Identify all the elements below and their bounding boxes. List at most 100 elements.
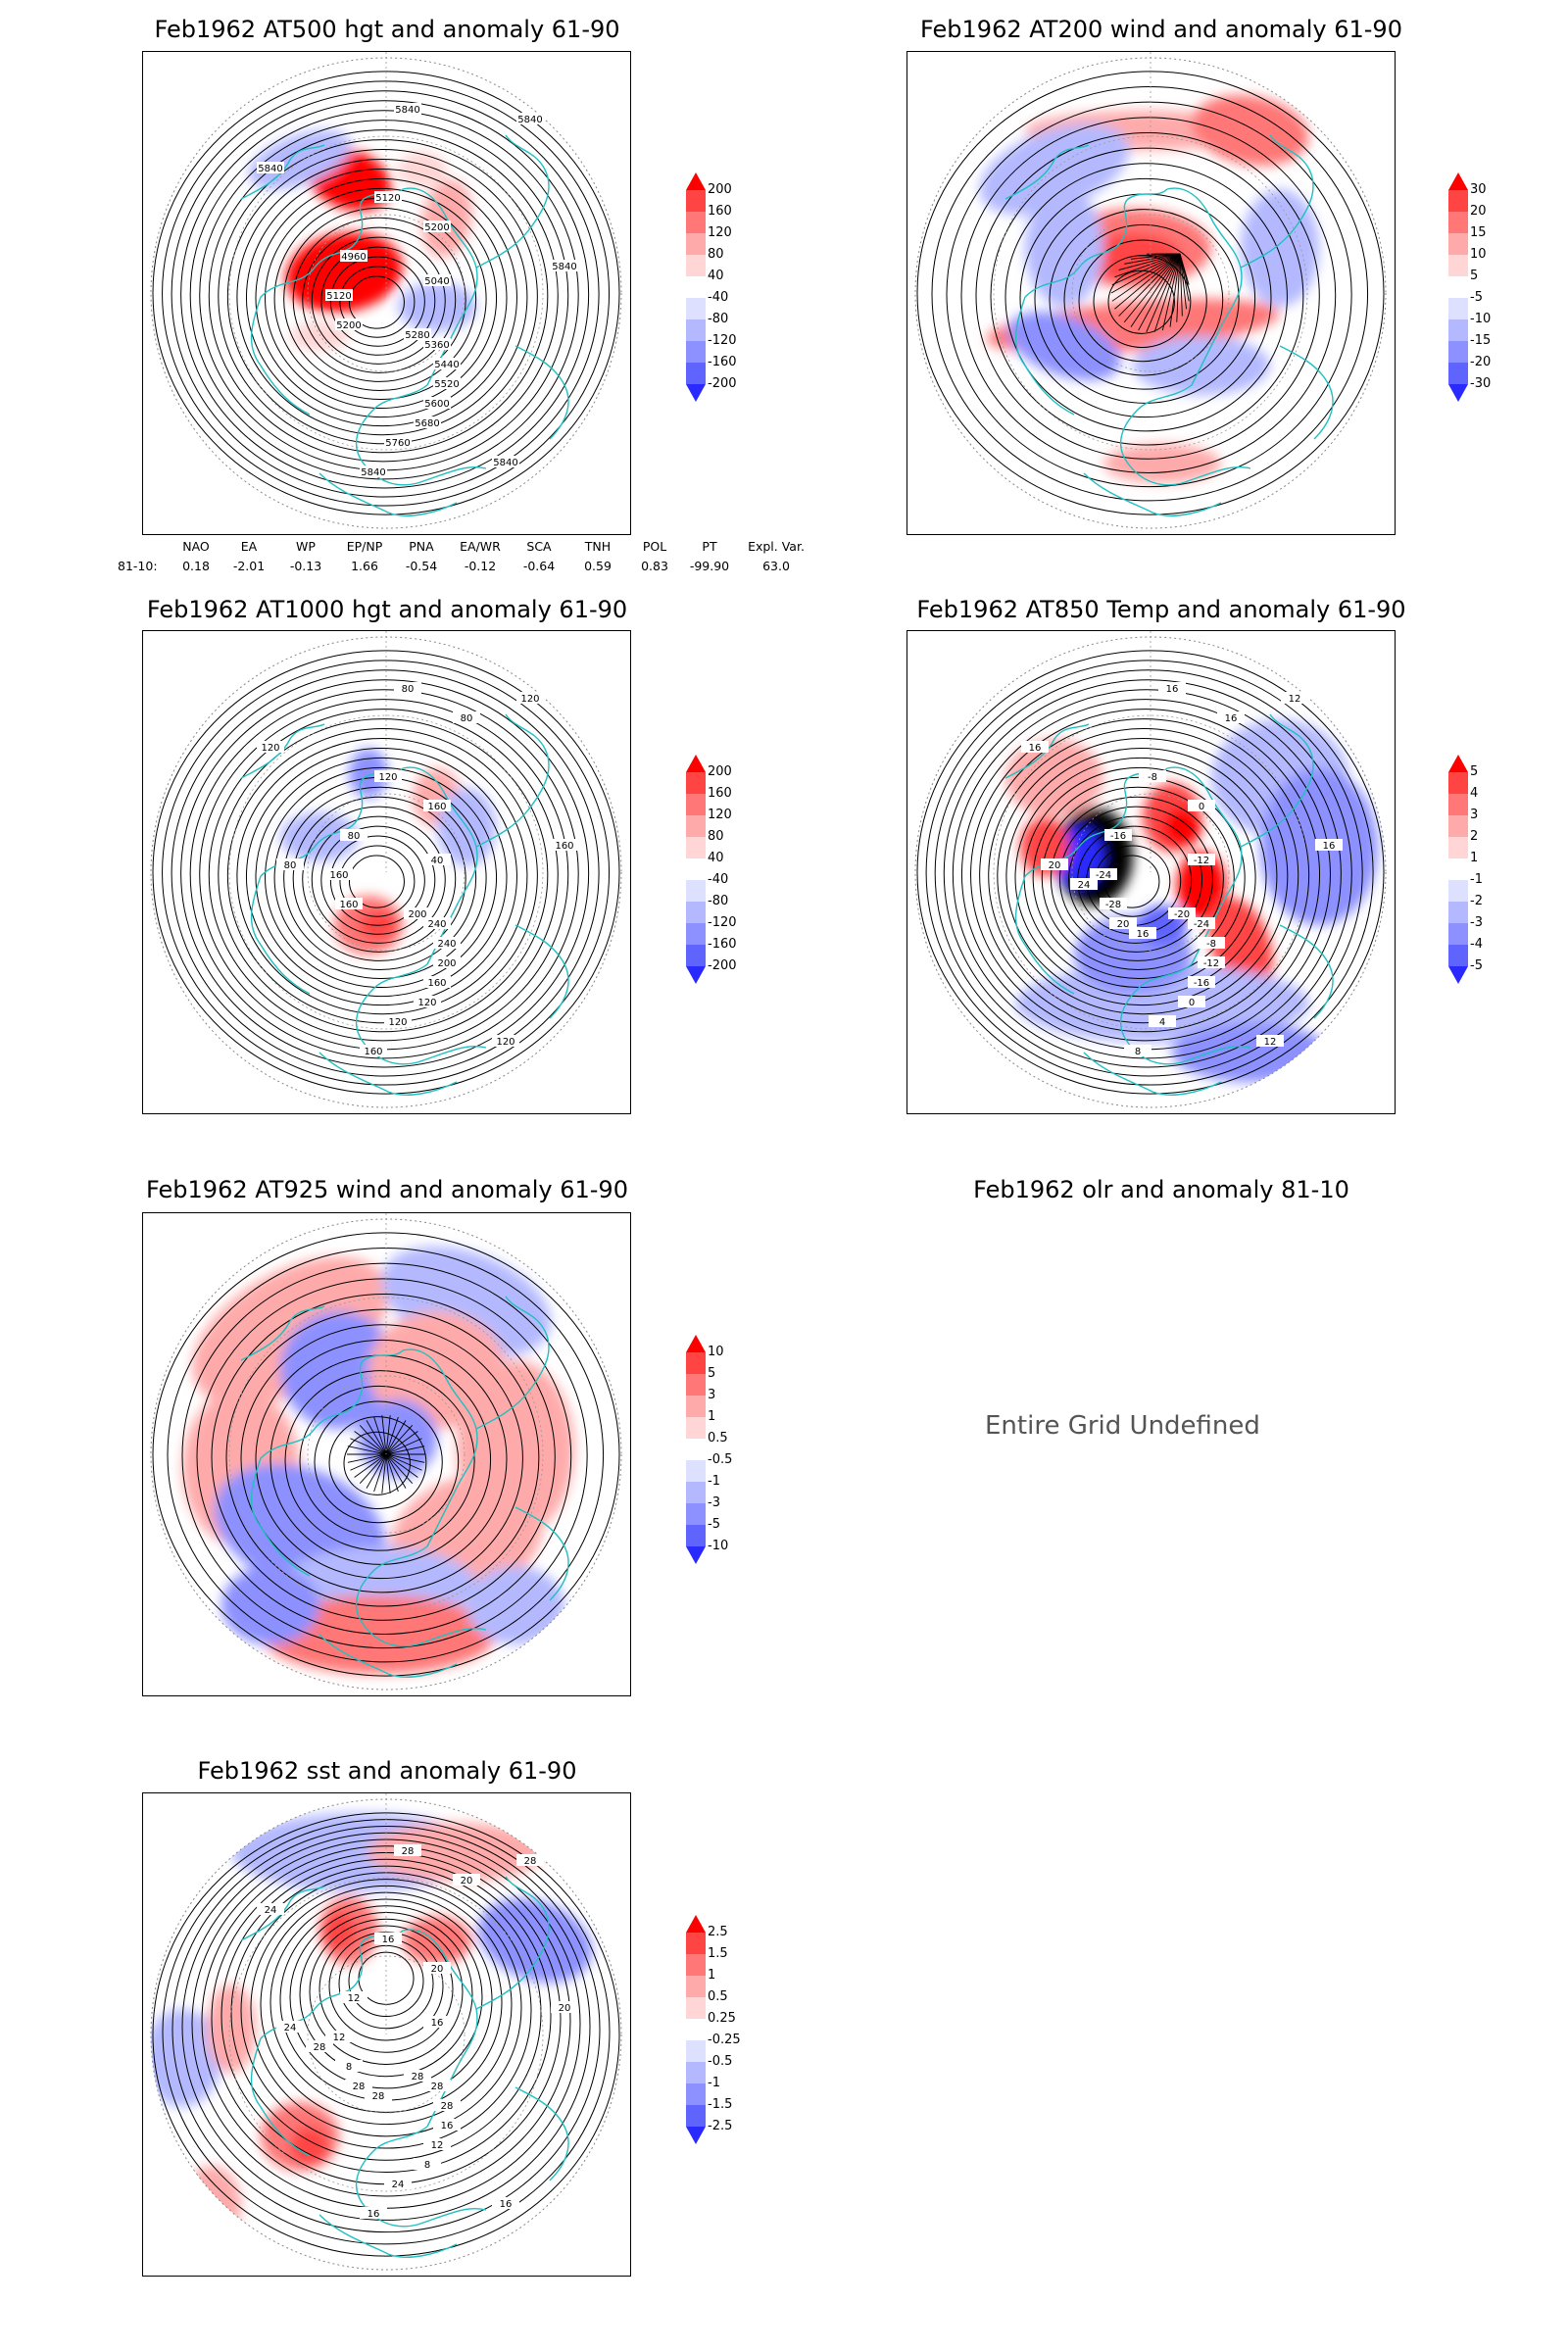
contour-line xyxy=(997,737,1289,1015)
contour-label: 5440 xyxy=(434,360,459,370)
contour-label-bg xyxy=(414,996,441,1007)
streamline xyxy=(385,1453,399,1493)
contour-line xyxy=(320,825,436,935)
colorbar-swatch xyxy=(1448,880,1468,902)
contour-label-bg xyxy=(394,103,421,115)
colorbar-label: -80 xyxy=(708,894,729,908)
contour-label-bg xyxy=(1070,878,1098,890)
contour-label: 20 xyxy=(461,1876,473,1886)
streamline xyxy=(1118,253,1181,317)
teleconnection-header: EA/WR xyxy=(460,539,501,554)
teleconnection-table: 81-10: NAO EA WP EP/NP PNA EA/WR SCA TNH POL PT Exp… xyxy=(118,539,805,578)
lat-lon-grid xyxy=(228,52,544,451)
contour-label: 12 xyxy=(333,2033,346,2043)
contour-line xyxy=(1063,223,1224,376)
contour-label-bg xyxy=(276,2021,304,2033)
latitude-circle xyxy=(993,135,1308,451)
colorbar-label: -20 xyxy=(1470,355,1492,369)
contour-line xyxy=(979,718,1310,1033)
coastline xyxy=(1119,384,1251,486)
teleconnection-header: EA xyxy=(240,539,258,554)
colorbar-swatch xyxy=(1448,190,1468,212)
contour-label: 4 xyxy=(1159,1017,1165,1028)
colorbar-label: 40 xyxy=(708,269,724,283)
colorbar-label: -120 xyxy=(708,915,737,930)
contour-label-bg xyxy=(374,191,402,203)
contour-line xyxy=(230,1865,542,2161)
colorbar-cap-top xyxy=(1448,172,1468,190)
colorbar-swatch xyxy=(686,1352,706,1374)
contour-line xyxy=(255,177,508,418)
colorbar-cap-bottom xyxy=(1448,384,1468,402)
lat-lon-grid xyxy=(993,631,1308,1030)
contour-label-bg xyxy=(384,1015,412,1027)
colorbar-cap-top xyxy=(1448,755,1468,772)
panel-title: Feb1962 sst and anomaly 61-90 xyxy=(197,1757,577,1785)
colorbar-swatch xyxy=(686,341,706,363)
contour-label-bg xyxy=(1158,682,1186,694)
colorbar-label: 1.5 xyxy=(708,1946,728,1961)
colorbar-cap-bottom xyxy=(686,1546,706,1564)
polar-map: 16 12 16 16 0 -8 -12 -16 -24 -28 -20 -24 -8 -12 -16 0 4 8… xyxy=(914,631,1387,1108)
contour-label-bg xyxy=(360,466,387,477)
coastlines xyxy=(240,713,569,1096)
contour-label: 5840 xyxy=(361,467,385,478)
contour-label-bg xyxy=(360,2207,387,2219)
contour-label-bg xyxy=(1256,1035,1284,1047)
colorbar-cap-top xyxy=(686,755,706,772)
contour-label: 160 xyxy=(364,1047,382,1057)
contour-line xyxy=(311,236,446,365)
teleconnection-value: -99.90 xyxy=(689,559,730,573)
teleconnection-header: PT xyxy=(702,539,717,554)
streamline xyxy=(381,1415,387,1455)
colorbar-swatch xyxy=(686,1417,706,1439)
contour-label-bg xyxy=(551,839,578,851)
coastline xyxy=(514,2086,569,2181)
contour-line xyxy=(255,1339,508,1580)
anomaly-patch xyxy=(398,282,476,331)
contour-label-bg xyxy=(423,397,451,409)
contour-label-bg xyxy=(423,2138,451,2150)
streamline xyxy=(1110,253,1181,294)
contour-label: 5840 xyxy=(493,458,517,468)
colorbar-swatch xyxy=(1448,255,1468,276)
colorbar-label: -1 xyxy=(1470,872,1483,887)
coastline xyxy=(355,2126,487,2228)
contour-label: 28 xyxy=(402,1846,415,1857)
streamline xyxy=(1111,253,1181,286)
contour-label: 5280 xyxy=(405,330,429,341)
contour-label-bg xyxy=(423,854,451,865)
contour-label-bg xyxy=(453,711,480,723)
anomaly-patch xyxy=(221,1566,319,1644)
coastline xyxy=(475,1296,550,1430)
contour-label-bg xyxy=(1188,800,1215,811)
contour-label: 5840 xyxy=(517,115,542,125)
contour-label-bg xyxy=(433,377,461,389)
contour-label: 28 xyxy=(524,1856,537,1867)
colorbar-label: -160 xyxy=(708,937,737,952)
streamline xyxy=(373,1453,387,1493)
colorbar-swatches xyxy=(686,755,706,984)
colorbar-label: -0.5 xyxy=(708,1452,733,1467)
teleconnection-value: -0.64 xyxy=(522,559,556,573)
contour-label: 16 xyxy=(431,2018,444,2029)
contour-label: -16 xyxy=(1194,978,1209,989)
contour-label-bg xyxy=(1139,770,1166,782)
contour-line xyxy=(201,1845,571,2197)
contour-label-bg xyxy=(1104,829,1132,841)
colorbar-label: 120 xyxy=(708,225,732,240)
colorbar-label: 40 xyxy=(708,851,724,865)
contour-lines xyxy=(916,650,1385,1095)
contour-label: 16 xyxy=(368,2209,380,2220)
teleconnection-header: EP/NP xyxy=(346,539,383,554)
coastline xyxy=(355,384,487,486)
contour-label-bg xyxy=(360,1045,387,1056)
contour-line xyxy=(952,689,1342,1059)
contour-line xyxy=(1068,815,1203,944)
colorbar-label: 10 xyxy=(708,1345,724,1359)
contour-line xyxy=(311,815,446,944)
coastlines xyxy=(240,1296,569,1678)
teleconnection-value: 63.0 xyxy=(762,559,790,573)
latitude-circle xyxy=(228,1297,544,1612)
colorbar-label: -40 xyxy=(708,872,729,887)
